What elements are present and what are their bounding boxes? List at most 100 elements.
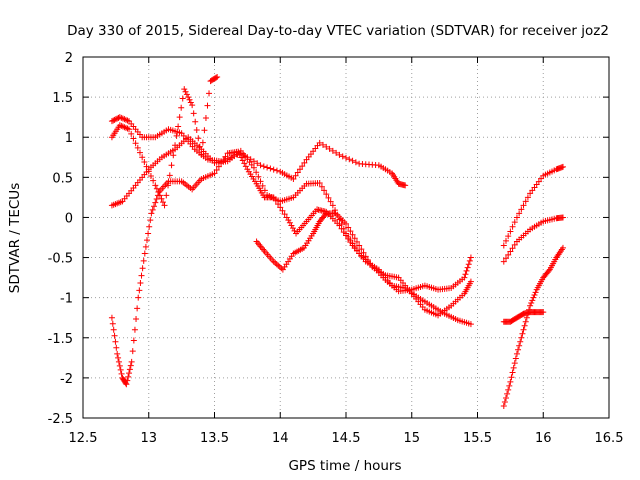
- data-point: [524, 194, 531, 201]
- data-point: [127, 362, 134, 369]
- data-point: [289, 225, 296, 232]
- data-point: [270, 166, 277, 173]
- data-point: [196, 143, 203, 150]
- data-point: [321, 187, 328, 194]
- data-point: [152, 182, 159, 189]
- data-point: [109, 320, 116, 327]
- data-point: [255, 173, 262, 180]
- x-tick-labels: 12.5 13 13.5 14 14.5 15 15.5 16 16.5: [69, 431, 624, 446]
- data-point: [178, 104, 185, 111]
- y-tick-label: -2.5: [48, 412, 73, 427]
- x-tick-label: 14: [272, 431, 289, 446]
- data-point: [402, 182, 409, 189]
- data-point: [128, 130, 135, 137]
- y-tick-label: 1.5: [52, 91, 73, 106]
- data-point: [343, 154, 349, 161]
- data-point: [326, 145, 333, 152]
- data-point: [118, 370, 125, 377]
- data-point: [299, 163, 306, 170]
- data-point: [267, 165, 274, 172]
- data-point: [214, 74, 221, 81]
- data-point: [316, 139, 323, 146]
- x-tick-label: 14.5: [332, 431, 361, 446]
- data-point: [338, 225, 345, 232]
- data-point: [516, 342, 523, 349]
- data-point: [530, 294, 537, 301]
- x-tick-label: 13.5: [200, 431, 229, 446]
- data-point: [213, 166, 220, 173]
- data-point: [108, 118, 115, 125]
- y-tick-label: 1: [65, 131, 73, 146]
- data-point: [126, 126, 133, 133]
- data-point: [192, 118, 199, 125]
- data-point: [502, 255, 509, 262]
- data-point: [559, 214, 566, 221]
- data-point: [139, 154, 146, 161]
- data-point: [559, 244, 566, 251]
- data-point: [316, 179, 323, 186]
- data-point: [518, 206, 525, 213]
- y-tick-label: 2: [65, 51, 73, 66]
- data-point: [513, 350, 520, 357]
- y-tick-labels: -2.5 -2 -1.5 -1 -0.5 0 0.5 1 1.5 2: [48, 51, 73, 427]
- data-point: [134, 144, 141, 151]
- data-point: [349, 231, 356, 238]
- data-point: [189, 102, 196, 109]
- data-point: [151, 203, 158, 210]
- data-point: [134, 305, 141, 312]
- data-point: [323, 143, 330, 150]
- data-point: [182, 88, 189, 95]
- data-point: [511, 241, 518, 248]
- x-tick-label: 13: [140, 431, 157, 446]
- data-point: [518, 334, 525, 341]
- axis-ticks: [82, 56, 610, 419]
- data-point: [520, 202, 527, 209]
- data-point: [275, 201, 282, 208]
- data-point: [294, 169, 301, 176]
- data-point: [505, 251, 512, 258]
- data-point: [183, 91, 190, 98]
- data-point: [272, 197, 279, 204]
- data-point: [138, 272, 145, 279]
- data-point: [264, 164, 271, 171]
- data-point: [336, 151, 343, 158]
- data-point: [111, 116, 118, 123]
- data-point: [166, 172, 173, 179]
- series-track-2: [108, 74, 221, 209]
- data-point: [140, 257, 147, 264]
- data-point: [198, 151, 205, 158]
- x-axis-label: GPS time / hours: [288, 458, 401, 474]
- data-point: [511, 219, 518, 226]
- data-point: [507, 378, 514, 385]
- data-point: [110, 117, 117, 124]
- data-point: [131, 326, 138, 333]
- data-point: [153, 185, 160, 192]
- data-point: [340, 229, 347, 236]
- data-point: [278, 265, 285, 272]
- data-point: [112, 338, 119, 345]
- data-point: [273, 261, 280, 268]
- x-tick-label: 16.5: [595, 431, 624, 446]
- data-point: [511, 360, 518, 367]
- series-track-7: [500, 214, 566, 265]
- data-point: [521, 322, 528, 329]
- data-point: [358, 246, 365, 253]
- data-point: [281, 211, 288, 218]
- data-point: [133, 316, 140, 323]
- data-point: [509, 369, 516, 376]
- data-point: [143, 237, 150, 244]
- data-point: [145, 230, 152, 237]
- data-point: [130, 135, 137, 142]
- series-track-9: [500, 309, 547, 325]
- data-point: [181, 86, 188, 93]
- data-point: [292, 172, 299, 179]
- data-point: [336, 222, 343, 229]
- data-point: [463, 267, 470, 274]
- series-layer: [108, 74, 566, 409]
- y-tick-label: -2: [60, 372, 73, 387]
- data-point: [318, 183, 325, 190]
- y-tick-label: 0: [65, 211, 73, 226]
- data-point: [519, 330, 526, 337]
- data-point: [467, 278, 474, 285]
